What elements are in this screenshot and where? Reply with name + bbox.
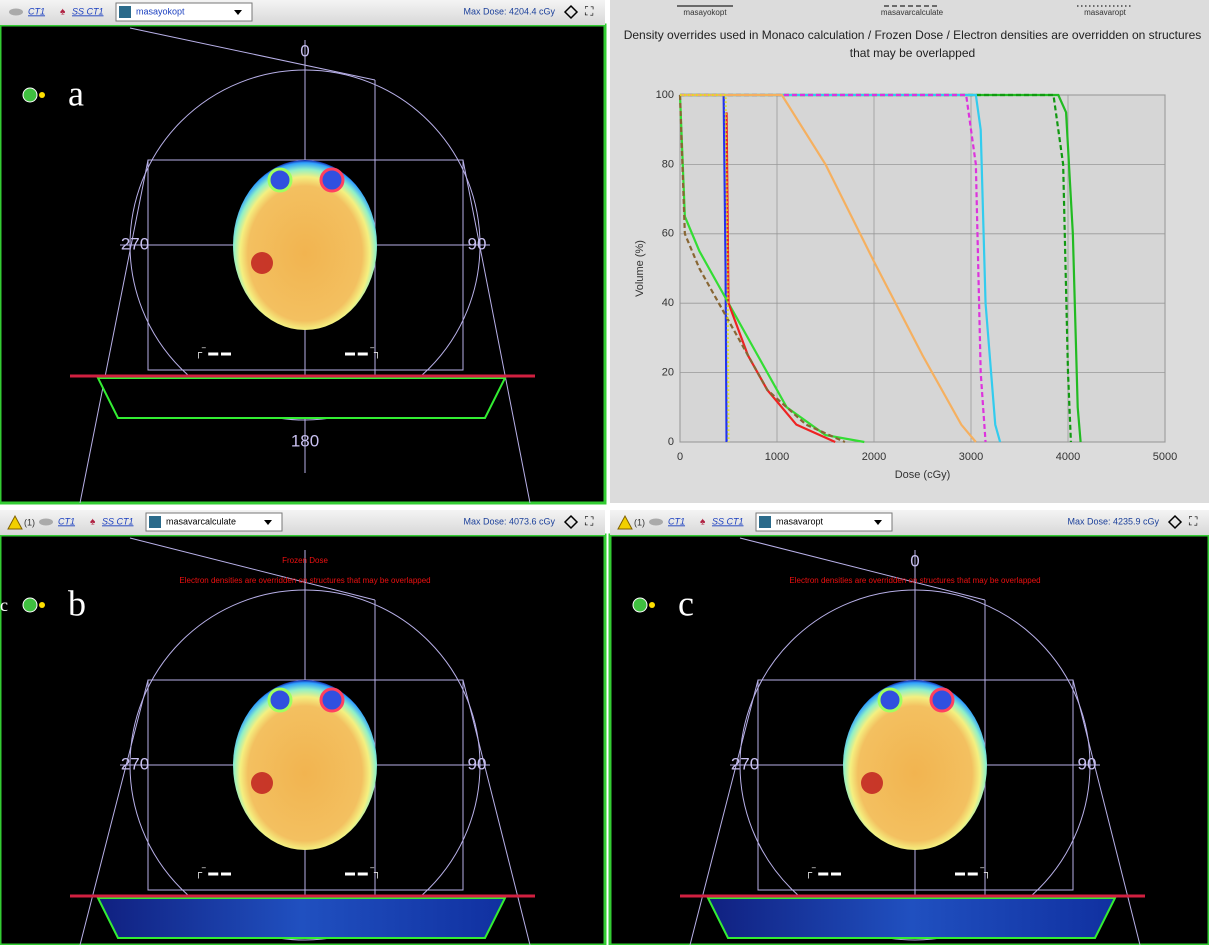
marker-right: ▬ ▬ ‾┐	[345, 867, 381, 879]
alert-count: (1)	[24, 517, 35, 527]
angle-label: 90	[468, 754, 487, 773]
x-axis-label: Dose (cGy)	[895, 469, 951, 481]
head	[233, 680, 377, 850]
angle-label: 90	[468, 234, 487, 253]
fit-icon: ⛶	[584, 4, 594, 18]
screen: CT1 ♠ SS CT1 masayokopt Max Dose: 4204.4 cGy…	[0, 0, 1209, 945]
panel-letter: b	[68, 583, 86, 623]
marker-left: ┌‾ ▬ ▬	[805, 867, 841, 879]
plan-name: masavaropt	[776, 516, 824, 526]
fit-icon: ⛶	[1188, 514, 1198, 528]
panel-letter: a	[68, 73, 84, 113]
lesion	[861, 772, 883, 794]
couch	[98, 898, 505, 938]
warning-text: Frozen Dose	[282, 556, 328, 565]
eye-right	[321, 169, 343, 191]
x-tick-label: 1000	[765, 451, 789, 463]
head	[843, 680, 987, 850]
angle-label: 0	[300, 41, 309, 60]
y-tick-label: 100	[656, 89, 674, 101]
x-tick-label: 4000	[1056, 451, 1080, 463]
x-tick-label: 2000	[862, 451, 886, 463]
y-tick-label: 80	[662, 158, 674, 170]
couch	[708, 898, 1115, 938]
y-axis-label: Volume (%)	[634, 240, 646, 297]
eye-left	[269, 169, 291, 191]
stray-label: c	[0, 595, 8, 615]
primary-image[interactable]: CT1	[28, 6, 45, 16]
legend-label: masayokopt	[683, 8, 727, 17]
orient-icon	[23, 598, 37, 612]
eye-icon	[39, 519, 53, 526]
angle-label: 270	[121, 754, 149, 773]
panel-letter: c	[678, 583, 694, 623]
plan-name: masavarcalculate	[166, 516, 236, 526]
plan-name: masayokopt	[136, 6, 185, 16]
eye-right	[321, 689, 343, 711]
fit-icon: ⛶	[584, 514, 594, 528]
alert-count: (1)	[634, 517, 645, 527]
head	[233, 160, 377, 330]
structure-set[interactable]: SS CT1	[102, 516, 134, 526]
lung-icon: ♠	[60, 7, 66, 18]
page: CT1 ♠ SS CT1 masayokopt Max Dose: 4204.4 cGy…	[0, 0, 1209, 945]
marker-left: ┌‾ ▬ ▬	[195, 867, 231, 879]
angle-label: 180	[291, 431, 319, 450]
orient-dot	[649, 602, 655, 608]
y-tick-label: 60	[662, 228, 674, 240]
angle-label: 270	[731, 754, 759, 773]
max-dose: Max Dose: 4204.4 cGy	[463, 6, 555, 16]
lung-icon: ♠	[700, 517, 706, 528]
max-dose: Max Dose: 4235.9 cGy	[1067, 516, 1159, 526]
marker-right: ▬ ▬ ‾┐	[345, 347, 381, 359]
y-tick-label: 0	[668, 436, 674, 448]
couch	[98, 378, 505, 418]
warning-text: Electron densities are overridden on str…	[179, 576, 430, 585]
y-tick-label: 40	[662, 297, 674, 309]
legend-label: masavarcalculate	[881, 8, 944, 17]
plan-icon	[149, 516, 161, 528]
orient-icon	[633, 598, 647, 612]
y-tick-label: 20	[662, 367, 674, 379]
angle-label: 90	[1078, 754, 1097, 773]
max-dose: Max Dose: 4073.6 cGy	[463, 516, 555, 526]
angle-label: 270	[121, 234, 149, 253]
primary-image[interactable]: CT1	[58, 516, 75, 526]
eye-right	[931, 689, 953, 711]
eye-left	[269, 689, 291, 711]
x-tick-label: 5000	[1153, 451, 1177, 463]
marker-right: ▬ ▬ ‾┐	[955, 867, 991, 879]
orient-dot	[39, 602, 45, 608]
plan-icon	[119, 6, 131, 18]
primary-image[interactable]: CT1	[668, 516, 685, 526]
structure-set[interactable]: SS CT1	[712, 516, 744, 526]
eye-left	[879, 689, 901, 711]
eye-icon	[649, 519, 663, 526]
orient-icon	[23, 88, 37, 102]
x-tick-label: 3000	[959, 451, 983, 463]
lung-icon: ♠	[90, 517, 96, 528]
dvh-title: Density overrides used in Monaco calcula…	[620, 26, 1205, 62]
plot-area	[680, 95, 1165, 442]
eye-icon	[9, 9, 23, 16]
legend-label: masavaropt	[1084, 8, 1127, 17]
x-tick-label: 0	[677, 451, 683, 463]
angle-label: 0	[910, 551, 919, 570]
marker-left: ┌‾ ▬ ▬	[195, 347, 231, 359]
lesion	[251, 252, 273, 274]
lesion	[251, 772, 273, 794]
warning-text: Electron densities are overridden on str…	[789, 576, 1040, 585]
structure-set[interactable]: SS CT1	[72, 6, 104, 16]
orient-dot	[39, 92, 45, 98]
plan-icon	[759, 516, 771, 528]
